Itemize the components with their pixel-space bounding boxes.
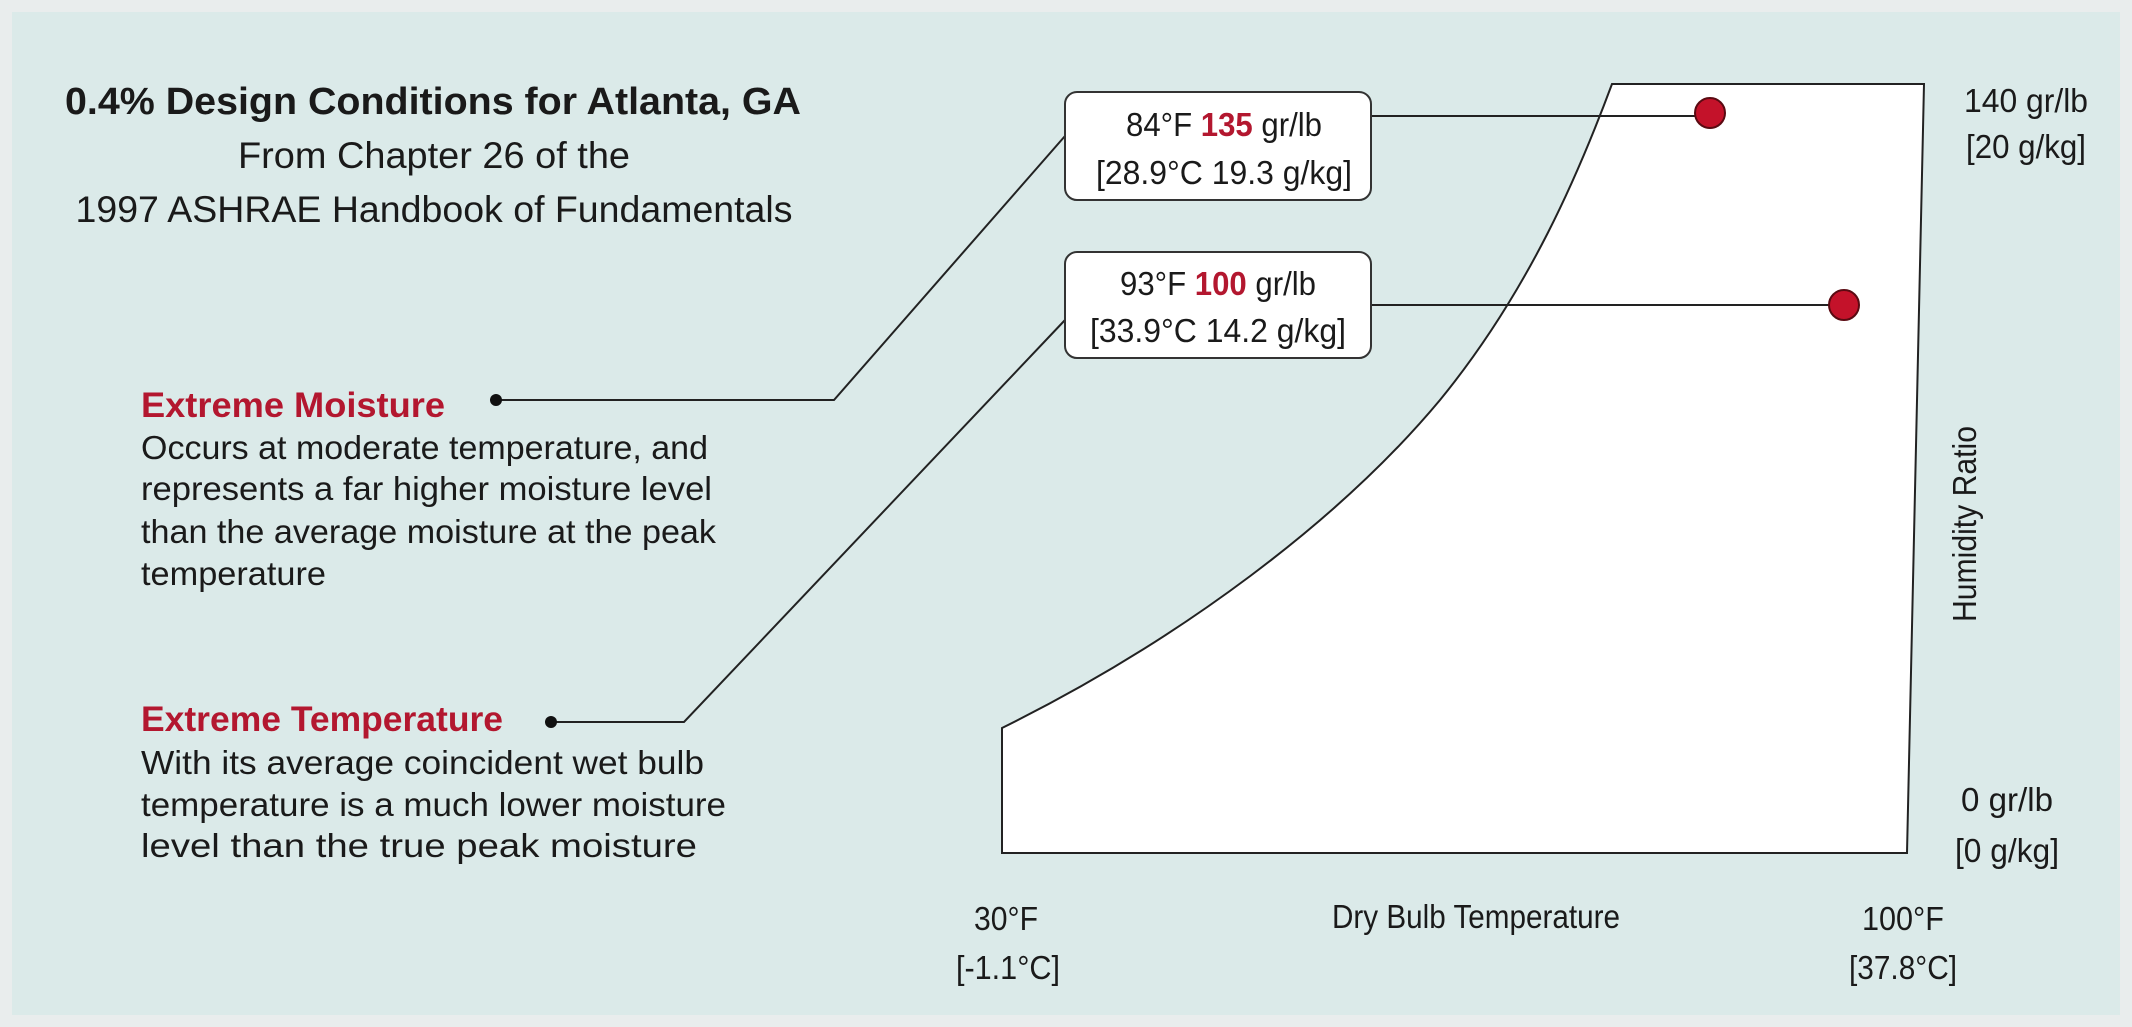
box-metric: [33.9°C 14.2 g/kg] [1090, 312, 1346, 349]
box-line: 93°F 100 gr/lb [1120, 265, 1316, 302]
callout-body: represents a far higher moisture level [141, 470, 712, 507]
design-point [1694, 97, 1726, 129]
subtitle: 1997 ASHRAE Handbook of Fundamentals [76, 189, 793, 230]
y-max-label: 140 gr/lb [1964, 82, 2088, 119]
callout-body: level than the true peak moisture [141, 827, 697, 864]
y-min-label: 0 gr/lb [1961, 781, 2053, 818]
design-point [1828, 289, 1860, 321]
callout-heading: Extreme Temperature [141, 700, 503, 739]
box-line: 84°F 135 gr/lb [1126, 106, 1322, 143]
callout-body: temperature is a much lower moisture [141, 786, 726, 823]
subtitle: From Chapter 26 of the [238, 135, 630, 176]
callout-body: temperature [141, 555, 326, 592]
leader-dot [490, 394, 502, 406]
callout-heading: Extreme Moisture [141, 386, 445, 425]
title: 0.4% Design Conditions for Atlanta, GA [65, 81, 801, 123]
x-min-label: 30°F [974, 900, 1038, 937]
box-metric: [28.9°C 19.3 g/kg] [1096, 154, 1352, 191]
condition-box [1064, 251, 1372, 359]
temp: 84°F [1126, 106, 1192, 143]
condition-box [1064, 91, 1372, 201]
y-axis-label: Humidity Ratio [1946, 426, 1983, 622]
x-axis-label: Dry Bulb Temperature [1332, 898, 1620, 935]
y-min-label: [0 g/kg] [1955, 832, 2059, 869]
leader-line [551, 319, 1066, 723]
moisture: 100 [1195, 265, 1247, 302]
x-max-label: 100°F [1862, 900, 1944, 937]
leader-dot [545, 716, 557, 728]
unit: gr/lb [1261, 106, 1322, 143]
y-max-label: [20 g/kg] [1966, 128, 2086, 165]
x-max-label: [37.8°C] [1849, 949, 1957, 986]
callout-body: Occurs at moderate temperature, and [141, 429, 708, 466]
callout-body: With its average coincident wet bulb [141, 744, 704, 781]
leader-line [496, 135, 1066, 401]
x-min-label: [-1.1°C] [956, 949, 1060, 986]
temp: 93°F [1120, 265, 1186, 302]
chart-region [1001, 83, 1926, 854]
unit: gr/lb [1255, 265, 1316, 302]
callout-body: than the average moisture at the peak [141, 513, 717, 550]
moisture: 135 [1201, 106, 1253, 143]
